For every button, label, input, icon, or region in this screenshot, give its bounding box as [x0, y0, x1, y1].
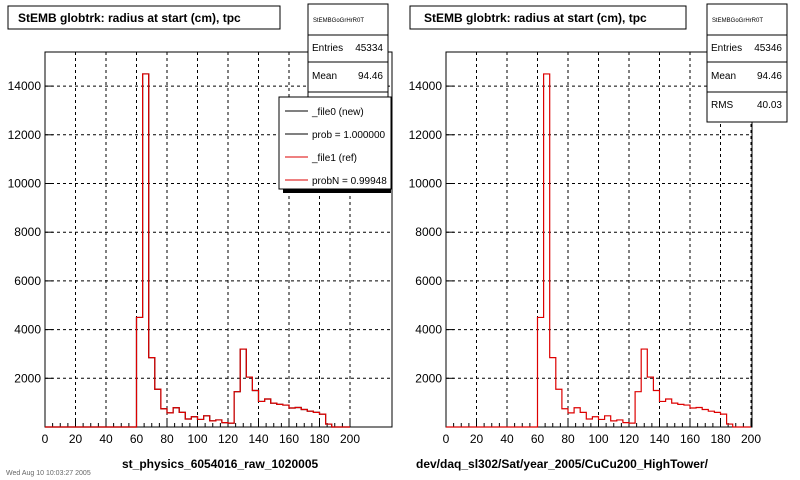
left-xtick-label-0: 0	[42, 432, 49, 446]
left-xlabel: st_physics_6054016_raw_1020005	[122, 457, 318, 471]
right-panel: StEMB globtrk: radius at start (cm), tpc…	[409, 3, 788, 471]
left-xtick-label-80: 80	[160, 432, 174, 446]
right-stats-rms-value: 40.03	[757, 100, 782, 111]
left-title-box	[7, 5, 281, 30]
timestamp: Wed Aug 10 10:03:27 2005	[6, 470, 91, 477]
right-histogram-series-0	[446, 73, 751, 428]
left-stats-entries-value: 45334	[355, 43, 383, 54]
legend: _file0 (new) prob = 1.000000 _file1 (ref…	[278, 96, 392, 193]
left-xtick-label-60: 60	[130, 432, 144, 446]
right-ytick-label-6000: 6000	[415, 274, 442, 288]
left-histogram-series-1	[45, 73, 350, 428]
left-xtick-label-140: 140	[248, 432, 268, 446]
right-xtick-label-80: 80	[561, 432, 575, 446]
right-xtick-label-180: 180	[710, 432, 730, 446]
right-stats-entries-label: Entries	[711, 43, 742, 54]
left-stats-mean-label: Mean	[312, 71, 337, 82]
left-stats-title: StEMBGoGrHrR0T	[313, 18, 364, 24]
right-xtick-label-40: 40	[500, 432, 514, 446]
left-plot-frame	[44, 51, 393, 428]
left-xtick-label-100: 100	[187, 432, 207, 446]
right-stats-rms-label: RMS	[711, 100, 734, 111]
right-ytick-label-12000: 12000	[409, 128, 443, 142]
right-title: StEMB globtrk: radius at start (cm), tpc	[424, 11, 647, 25]
right-xtick-label-0: 0	[443, 432, 450, 446]
left-title: StEMB globtrk: radius at start (cm), tpc	[18, 11, 241, 25]
right-xtick-label-120: 120	[619, 432, 639, 446]
left-ytick-label-14000: 14000	[8, 79, 42, 93]
left-stats-mean-value: 94.46	[358, 71, 383, 82]
right-xtick-label-20: 20	[470, 432, 484, 446]
left-xtick-label-200: 200	[340, 432, 360, 446]
right-xtick-label-160: 160	[680, 432, 700, 446]
right-ytick-label-8000: 8000	[415, 225, 442, 239]
right-xlabel: dev/daq_sl302/Sat/year_2005/CuCu200_High…	[416, 457, 709, 471]
right-xtick-label-100: 100	[588, 432, 608, 446]
left-ytick-label-12000: 12000	[8, 128, 42, 142]
right-series	[446, 73, 751, 428]
right-ytick-label-10000: 10000	[409, 176, 443, 190]
legend-label-file0: _file0 (new)	[311, 107, 364, 118]
right-xtick-label-140: 140	[649, 432, 669, 446]
right-ytick-label-2000: 2000	[415, 371, 442, 385]
right-stats-mean-label: Mean	[711, 71, 736, 82]
left-stats-entries-label: Entries	[312, 43, 343, 54]
left-ytick-label-4000: 4000	[14, 323, 41, 337]
left-xtick-label-120: 120	[218, 432, 238, 446]
left-ytick-label-8000: 8000	[14, 225, 41, 239]
right-stats-mean-value: 94.46	[757, 71, 782, 82]
right-xtick-label-200: 200	[741, 432, 761, 446]
right-stats-box: StEMBGoGrHrR0T Entries 45346 Mean 94.46 …	[706, 3, 788, 123]
left-xtick-label-180: 180	[309, 432, 329, 446]
left-ytick-label-6000: 6000	[14, 274, 41, 288]
left-xtick-label-160: 160	[279, 432, 299, 446]
left-ytick-label-10000: 10000	[8, 176, 42, 190]
right-axis-ticks: 0 20 40 60 80 100 120 140 160 180 200 2000 4000 6000 8…	[409, 79, 762, 446]
left-panel: StEMB globtrk: radius at start (cm), tpc…	[6, 3, 393, 477]
left-ytick-label-2000: 2000	[14, 371, 41, 385]
left-axis-ticks: 0 20 40 60 80 100 120 140 160 180 200 2000 4000 6000 8…	[8, 79, 361, 446]
right-xtick-label-60: 60	[531, 432, 545, 446]
legend-label-file1: _file1 (ref)	[311, 153, 357, 164]
left-xtick-label-40: 40	[99, 432, 113, 446]
right-grid	[446, 52, 752, 427]
right-title-box	[409, 5, 687, 30]
legend-label-prob: prob = 1.000000	[312, 130, 386, 141]
left-series	[45, 73, 350, 428]
legend-label-probn: probN = 0.99948	[312, 176, 387, 187]
right-ytick-label-14000: 14000	[409, 79, 443, 93]
left-xtick-label-20: 20	[69, 432, 83, 446]
right-stats-title: StEMBGoGrHrR0T	[712, 18, 763, 24]
right-stats-entries-value: 45346	[754, 43, 782, 54]
right-ytick-label-4000: 4000	[415, 323, 442, 337]
